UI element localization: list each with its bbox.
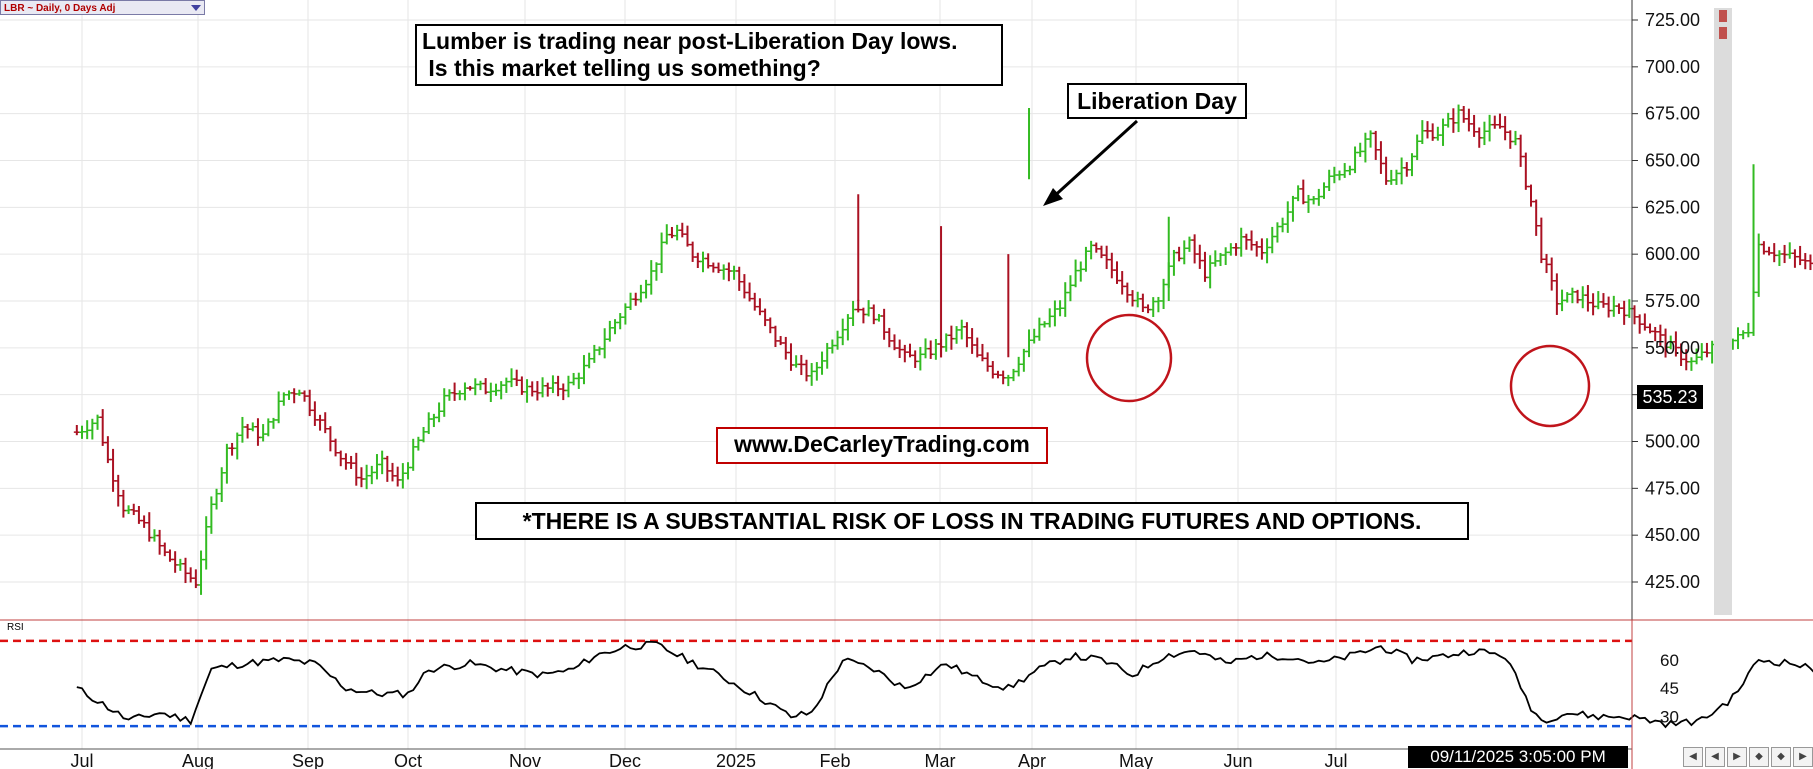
- scroll-right-icon[interactable]: ▶: [1727, 747, 1747, 767]
- may-low-circle: [1085, 313, 1173, 403]
- chart-navigation: ◀ ◀ ▶ ◆ ◆ ▶ ◆: [1683, 747, 1813, 767]
- x-tick-label: Jul: [1324, 751, 1347, 769]
- rsi-tick-label: 30: [1660, 708, 1679, 727]
- rsi-tick-label: 45: [1660, 679, 1679, 698]
- vertical-scrollbar[interactable]: [1714, 8, 1732, 615]
- y-tick-label: 450.00: [1645, 525, 1700, 545]
- arrow-head-icon: [1043, 188, 1063, 206]
- rsi-line: [76, 640, 1813, 729]
- rsi-tick-label: 60: [1660, 651, 1679, 670]
- y-tick-label: 550.00: [1645, 338, 1700, 358]
- x-tick-label: May: [1119, 751, 1153, 769]
- website-annotation: www.DeCarleyTrading.com: [716, 427, 1048, 464]
- x-tick-label: Aug: [182, 751, 214, 769]
- y-tick-label: 700.00: [1645, 57, 1700, 77]
- x-tick-label: Jul: [70, 751, 93, 769]
- y-tick-label: 500.00: [1645, 432, 1700, 452]
- zoom-in-icon[interactable]: ◆: [1749, 747, 1769, 767]
- x-tick-label: Feb: [819, 751, 850, 769]
- price-bars: [73, 104, 1813, 595]
- x-tick-label: Oct: [394, 751, 422, 769]
- liberation-day-label: Liberation Day: [1077, 88, 1237, 114]
- sell-icon[interactable]: [1719, 27, 1727, 39]
- scroll-start-icon[interactable]: ◀: [1683, 747, 1703, 767]
- scroll-end-icon[interactable]: ▶: [1793, 747, 1813, 767]
- rsi-panel: [0, 639, 1813, 729]
- y-tick-label: 425.00: [1645, 572, 1700, 592]
- disclaimer-annotation: *THERE IS A SUBSTANTIAL RISK OF LOSS IN …: [475, 502, 1469, 540]
- buy-sell-buttons[interactable]: [1714, 10, 1732, 39]
- buy-icon[interactable]: [1719, 10, 1727, 22]
- y-tick-label: 675.00: [1645, 104, 1700, 124]
- disclaimer-label: *THERE IS A SUBSTANTIAL RISK OF LOSS IN …: [522, 508, 1422, 534]
- x-tick-label: 2025: [716, 751, 756, 769]
- x-tick-label: Mar: [925, 751, 956, 769]
- question-line-1: Lumber is trading near post-Liberation D…: [422, 28, 958, 54]
- y-tick-label: 600.00: [1645, 244, 1700, 264]
- highlight-circles: [1043, 119, 1591, 428]
- question-line-2: Is this market telling us something?: [422, 55, 821, 81]
- y-tick-label: 725.00: [1645, 10, 1700, 30]
- y-tick-label: 650.00: [1645, 151, 1700, 171]
- y-tick-label: 575.00: [1645, 291, 1700, 311]
- y-tick-label: 625.00: [1645, 197, 1700, 217]
- x-tick-label: Apr: [1018, 751, 1046, 769]
- last-price-tag: 535.23: [1637, 385, 1703, 409]
- x-tick-label: Jun: [1223, 751, 1252, 769]
- current-low-circle: [1509, 344, 1591, 428]
- grid-lines: [0, 0, 1632, 749]
- chevron-down-icon[interactable]: [191, 5, 201, 11]
- symbol-label: LBR ~ Daily, 0 Days Adj: [4, 3, 116, 14]
- scroll-left-icon[interactable]: ◀: [1705, 747, 1725, 767]
- x-tick-label: Dec: [609, 751, 641, 769]
- zoom-out-icon[interactable]: ◆: [1771, 747, 1791, 767]
- symbol-selector[interactable]: LBR ~ Daily, 0 Days Adj: [0, 0, 205, 15]
- liberation-day-annotation: Liberation Day: [1067, 83, 1247, 119]
- y-tick-label: 475.00: [1645, 478, 1700, 498]
- x-tick-label: Sep: [292, 751, 324, 769]
- x-tick-label: Nov: [509, 751, 541, 769]
- liberation-day-arrow: [1048, 119, 1139, 202]
- website-label: www.DeCarleyTrading.com: [734, 431, 1030, 457]
- datetime-readout: 09/11/2025 3:05:00 PM: [1408, 746, 1628, 768]
- question-annotation: Lumber is trading near post-Liberation D…: [415, 24, 1003, 86]
- rsi-label: RSI: [7, 622, 24, 633]
